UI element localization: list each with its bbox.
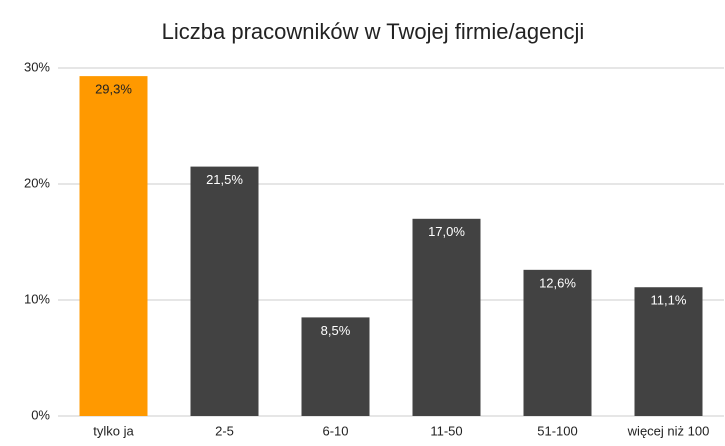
- data-label: 8,5%: [321, 323, 351, 338]
- y-tick-label: 0%: [31, 407, 50, 422]
- x-tick-label: tylko ja: [93, 423, 134, 438]
- data-label: 29,3%: [95, 82, 132, 97]
- x-tick-label: 2-5: [215, 423, 234, 438]
- x-tick-label: 11-50: [430, 423, 462, 438]
- bar: [634, 287, 703, 416]
- chart-title: Liczba pracowników w Twojej firmie/agenc…: [162, 19, 585, 44]
- bar: [190, 166, 259, 416]
- y-tick-label: 30%: [24, 59, 50, 74]
- data-label: 21,5%: [206, 172, 243, 187]
- x-tick-label: więcej niż 100: [627, 423, 710, 438]
- bar: [412, 218, 481, 416]
- y-tick-label: 20%: [24, 175, 50, 190]
- data-label: 17,0%: [428, 224, 465, 239]
- data-label: 12,6%: [539, 275, 576, 290]
- y-tick-label: 10%: [24, 291, 50, 306]
- bar: [523, 269, 592, 416]
- x-tick-label: 51-100: [537, 423, 577, 438]
- data-label: 11,1%: [651, 293, 687, 308]
- bar: [301, 317, 370, 416]
- bar: [79, 76, 148, 417]
- x-tick-label: 6-10: [322, 423, 348, 438]
